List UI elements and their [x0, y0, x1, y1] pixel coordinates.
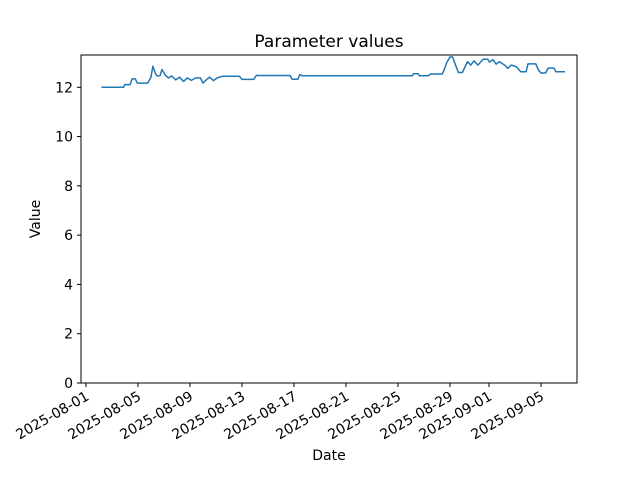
y-tick-label: 0: [64, 376, 73, 392]
data-series: [101, 56, 565, 89]
x-axis-title: Date: [312, 448, 345, 464]
y-tick-label: 2: [64, 327, 73, 343]
y-tick-label: 8: [64, 179, 73, 195]
axes-frame: [80, 54, 578, 384]
y-tick-label: 6: [64, 228, 73, 244]
y-axis-title: Value: [28, 200, 44, 238]
y-tick-label: 10: [55, 130, 73, 146]
series-line-parameter-values: [101, 56, 565, 89]
chart-title: Parameter values: [254, 32, 403, 52]
y-tick-label: 12: [55, 80, 73, 96]
x-axis-ticks: 2025-08-012025-08-052025-08-092025-08-13…: [13, 383, 547, 443]
y-tick-label: 4: [64, 277, 73, 293]
y-axis-ticks: 0 2 4 6 8 10 12: [55, 80, 81, 392]
